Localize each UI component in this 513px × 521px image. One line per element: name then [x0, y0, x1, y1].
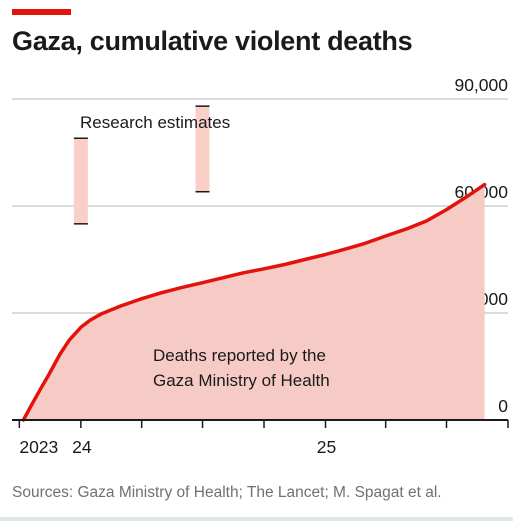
- chart-title: Gaza, cumulative violent deaths: [12, 26, 413, 56]
- research-estimate-bar: [195, 106, 210, 192]
- series-line: [21, 182, 487, 422]
- y-tick-label: 90,000: [454, 75, 508, 95]
- accent-bar: [12, 9, 71, 15]
- x-tick-label: 2023: [19, 437, 58, 457]
- source-note: Sources: Gaza Ministry of Health; The La…: [12, 484, 442, 501]
- area-annotation-line2: Gaza Ministry of Health: [153, 371, 330, 390]
- range-annotation: Research estimates: [80, 113, 230, 132]
- x-tick-label: 25: [317, 437, 336, 457]
- area-annotation-line1: Deaths reported by the: [153, 346, 326, 365]
- bottom-strip: [0, 517, 513, 521]
- research-estimate-bar: [73, 138, 88, 224]
- x-tick-label: 24: [72, 437, 92, 457]
- y-tick-label: 0: [498, 396, 508, 416]
